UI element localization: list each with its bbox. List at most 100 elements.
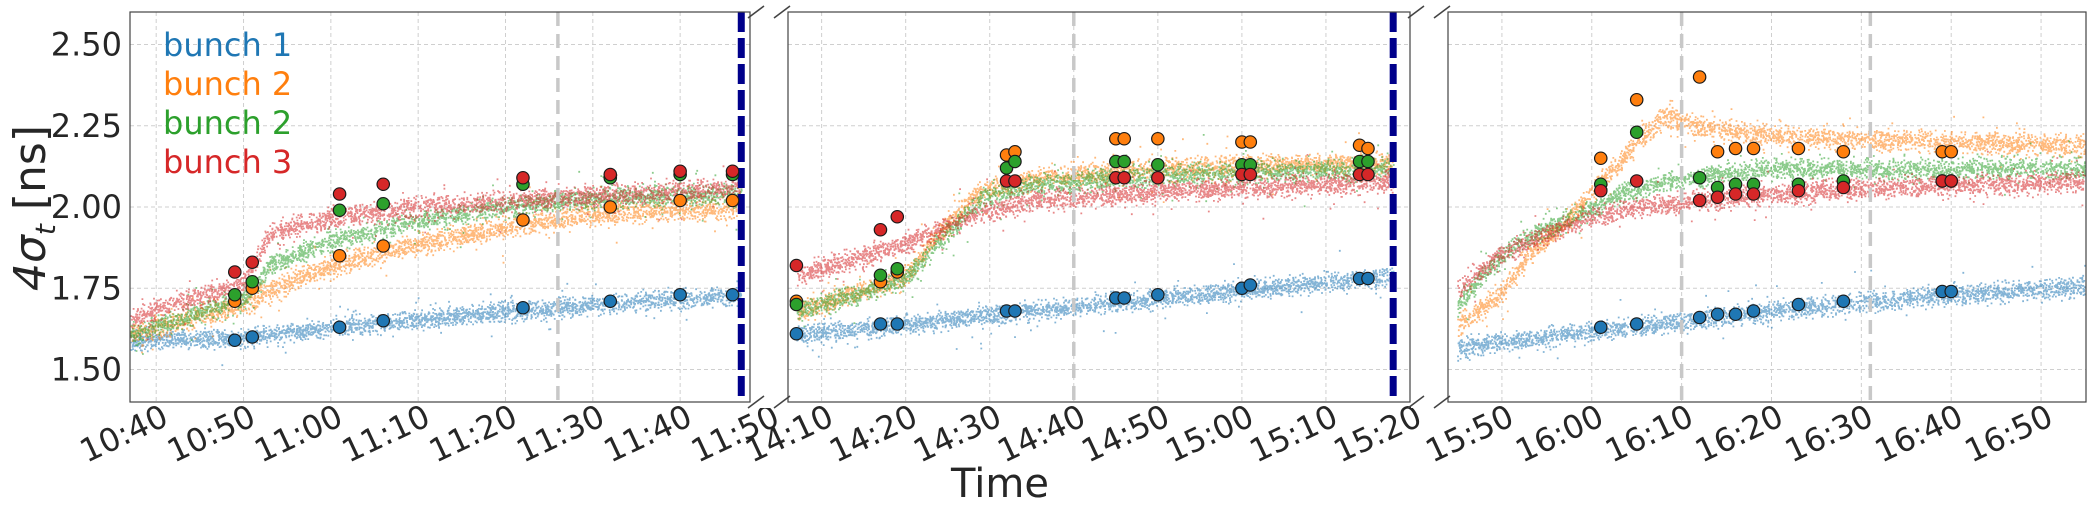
x-tick-label: 11:20 — [423, 397, 523, 470]
marker-green — [1361, 154, 1375, 169]
axis-break-mark — [773, 395, 791, 409]
marker-orange — [1117, 131, 1132, 146]
marker-green — [789, 297, 804, 312]
legend-entry: bunch 1 — [163, 26, 292, 64]
marker-orange — [1593, 151, 1608, 166]
scatter-cloud — [796, 132, 1395, 358]
marker-orange — [1692, 70, 1707, 84]
marker-red — [1593, 183, 1608, 198]
marker-red — [1008, 174, 1022, 188]
axis-break-mark — [1433, 5, 1451, 19]
marker-red — [1151, 170, 1165, 185]
x-tick-label: 16:50 — [1959, 397, 2059, 470]
marker-red — [1746, 187, 1761, 201]
x-tick-label: 15:00 — [1160, 397, 1260, 470]
marker-green — [873, 268, 888, 283]
x-tick-label: 11:30 — [511, 397, 611, 470]
marker-red — [245, 255, 260, 270]
marker-green — [1629, 125, 1644, 140]
marker-red — [603, 167, 618, 182]
axis-labels: 4σt [ns] Time — [5, 125, 1049, 507]
marker-blue — [245, 330, 260, 344]
marker-blue — [1629, 317, 1644, 331]
x-tick-label: 16:20 — [1689, 397, 1789, 470]
marker-red — [890, 209, 905, 224]
axis-break-mark — [773, 5, 791, 19]
x-tick-label: 16:30 — [1779, 397, 1879, 470]
marker-red — [673, 164, 687, 179]
x-tick-label: 10:50 — [161, 397, 261, 470]
y-tick-label: 1.75 — [51, 269, 122, 307]
scatter-orange — [1457, 99, 2086, 337]
marker-blue — [1593, 320, 1608, 335]
scatter-red — [130, 165, 743, 341]
y-tick-label: 2.50 — [51, 26, 122, 64]
marker-green — [332, 203, 347, 218]
plot-panels: 1.50 1.75 2.00 2.25 2.50 10:4010:5011:0011:10… — [51, 5, 2087, 470]
y-tick-label: 1.50 — [51, 351, 122, 389]
marker-green — [1692, 170, 1707, 185]
marker-blue — [1944, 284, 1959, 299]
y-tick-label: 2.25 — [51, 107, 122, 145]
y-axis-label: 4σt [ns] — [5, 125, 62, 291]
marker-red — [1791, 183, 1806, 198]
marker-green — [376, 196, 391, 211]
y-tick-label: 2.00 — [51, 188, 122, 226]
axis-break-mark — [747, 5, 765, 19]
x-tick-label: 14:50 — [1076, 397, 1176, 470]
x-axis-label: Time — [950, 461, 1049, 507]
marker-red — [1944, 174, 1959, 188]
marker-blue — [603, 294, 618, 309]
marker-blue — [1791, 297, 1806, 312]
marker-orange — [1710, 144, 1725, 159]
legend-entry: bunch 3 — [163, 143, 292, 181]
marker-blue — [1361, 271, 1375, 286]
x-tick-label: 15:10 — [1244, 397, 1344, 470]
marker-orange — [1791, 141, 1806, 156]
marker-green — [1117, 154, 1132, 169]
x-tick-label: 14:40 — [992, 397, 1092, 470]
marker-red — [1243, 167, 1258, 182]
marker-blue — [1117, 291, 1132, 305]
marker-orange — [1243, 135, 1258, 149]
marker-green — [890, 261, 905, 276]
marker-red — [1836, 180, 1851, 195]
scatter-green — [796, 134, 1395, 328]
marker-blue — [516, 300, 530, 315]
axis-break-mark — [1407, 5, 1425, 19]
marker-orange — [1728, 141, 1743, 156]
marker-blue — [376, 313, 391, 328]
marker-orange — [516, 213, 530, 227]
marker-blue — [1243, 278, 1258, 292]
marker-red — [1361, 167, 1375, 182]
marker-blue — [1008, 304, 1022, 318]
marker-blue — [1746, 304, 1761, 318]
marker-red — [1629, 174, 1644, 188]
marker-red — [1728, 187, 1743, 201]
marker-green — [227, 287, 242, 302]
x-tick-label: 14:20 — [823, 397, 923, 470]
axis-break-mark — [1407, 395, 1425, 409]
marker-blue — [1836, 294, 1851, 309]
panel-frame — [1447, 11, 2087, 403]
scatter-orange — [130, 185, 744, 354]
x-tick-label: 11:00 — [249, 397, 349, 470]
marker-orange — [1151, 131, 1165, 146]
marker-orange — [1629, 92, 1644, 107]
scatter-blue — [1457, 264, 2086, 362]
marker-blue — [1692, 310, 1707, 325]
marker-red — [789, 258, 804, 273]
marker-blue — [1710, 307, 1725, 322]
x-tick-label: 16:40 — [1869, 397, 1969, 470]
x-tick-label: 16:00 — [1510, 397, 1610, 470]
marker-red — [873, 222, 888, 237]
marker-red — [516, 170, 530, 185]
legend-entry: bunch 2 — [163, 65, 292, 103]
marker-red — [332, 187, 347, 201]
marker-blue — [1728, 307, 1743, 322]
marker-orange — [1361, 141, 1375, 156]
marker-red — [1117, 170, 1132, 185]
